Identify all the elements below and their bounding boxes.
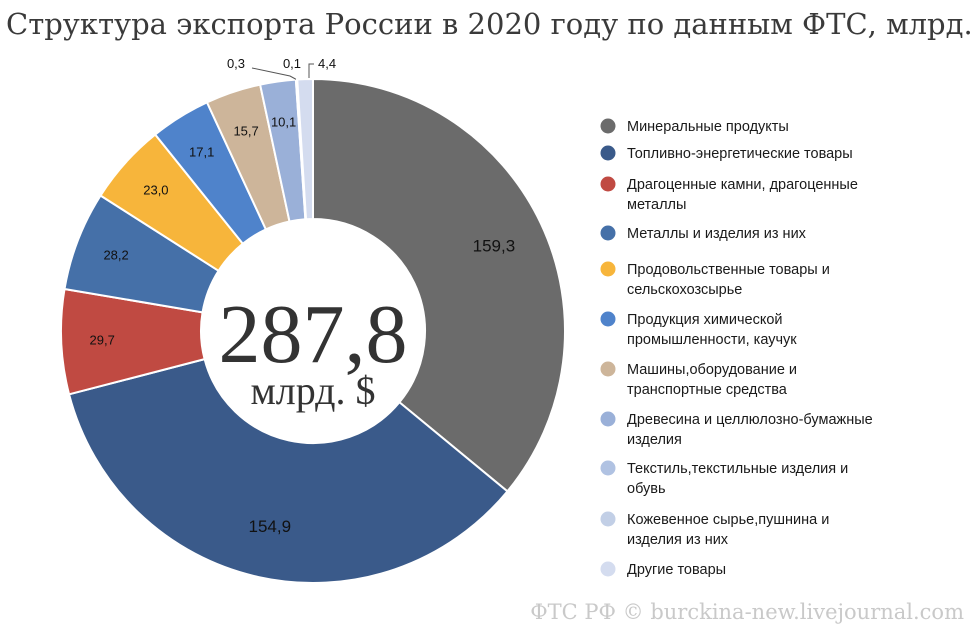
slice-label-3: 29,7	[90, 333, 115, 348]
legend-label: Текстиль,текстильные изделия и	[627, 461, 848, 477]
legend-marker	[600, 511, 616, 527]
legend-label: Драгоценные камни, драгоценные	[627, 177, 858, 193]
legend-item-3: Драгоценные камни, драгоценные металлы	[600, 176, 858, 213]
legend-item-9: Текстиль,текстильные изделия и обувь	[600, 460, 848, 497]
slice-label-6: 17,1	[189, 144, 214, 159]
slice-label-5: 23,0	[143, 183, 168, 198]
legend-item-7: Машины,оборудование и транспортные средст…	[600, 361, 797, 398]
legend: Минеральные продукты Топливно-энергетичес…	[600, 118, 873, 578]
slice-label-1: 159,3	[473, 237, 516, 256]
legend-marker	[600, 361, 616, 377]
legend-label: промышленности, каучук	[627, 332, 797, 348]
legend-label: металлы	[627, 197, 686, 213]
legend-label: сельскохозсырье	[627, 282, 742, 298]
chart-title: Структура экспорта России в 2020 году по…	[6, 7, 970, 41]
legend-label: Металлы и изделия из них	[627, 226, 807, 242]
legend-label: Продовольственные товары и	[627, 262, 830, 278]
center-total: 287,8	[219, 288, 408, 381]
legend-item-4: Металлы и изделия из них	[600, 225, 807, 242]
slice-label-10: 0,1	[283, 56, 301, 71]
donut-center: 287,8 млрд. $	[219, 288, 408, 413]
legend-label: транспортные средства	[627, 382, 788, 398]
legend-marker	[600, 311, 616, 327]
legend-label: изделия из них	[627, 532, 729, 548]
legend-label: Продукция химической	[627, 312, 783, 328]
legend-marker	[600, 460, 616, 476]
center-unit: млрд. $	[250, 368, 375, 413]
legend-item-6: Продукция химической промышленности, кауч…	[600, 311, 797, 348]
legend-label: Кожевенное сырье,пушнина и	[627, 512, 829, 528]
legend-label: Топливно-энергетические товары	[627, 146, 853, 162]
legend-label: обувь	[627, 481, 666, 497]
legend-label: изделия	[627, 432, 682, 448]
donut-chart: 159,3 154,9 29,7 28,2 23,0 17,1 15,7 10,1 0,3 0,1…	[60, 56, 566, 584]
legend-item-5: Продовольственные товары и сельскохозсырь…	[600, 261, 830, 298]
legend-item-1: Минеральные продукты	[600, 118, 789, 135]
legend-marker	[600, 411, 616, 427]
legend-item-11: Другие товары	[600, 561, 726, 578]
leader-line-11	[308, 63, 314, 78]
slice-label-9: 0,3	[227, 56, 245, 71]
legend-item-10: Кожевенное сырье,пушнина и изделия из них	[600, 511, 829, 548]
legend-marker	[600, 261, 616, 277]
legend-label: Древесина и целлюлозно-бумажные	[627, 412, 873, 428]
legend-item-8: Древесина и целлюлозно-бумажные изделия	[600, 411, 873, 448]
leader-line-9	[251, 67, 297, 80]
slice-label-4: 28,2	[103, 248, 128, 263]
donut-hole	[201, 219, 425, 443]
slice-label-2: 154,9	[249, 517, 292, 536]
legend-label: Машины,оборудование и	[627, 362, 797, 378]
legend-marker	[600, 561, 616, 577]
legend-marker	[600, 225, 616, 241]
legend-marker	[600, 145, 616, 161]
slice-label-11: 4,4	[318, 56, 336, 71]
legend-item-2: Топливно-энергетические товары	[600, 145, 853, 162]
watermark: ФТС РФ © burckina-new.livejournal.com	[530, 600, 964, 624]
slice-label-7: 15,7	[233, 123, 258, 138]
legend-label: Минеральные продукты	[627, 119, 789, 135]
slice-label-8: 10,1	[271, 115, 296, 130]
legend-marker	[600, 118, 616, 134]
legend-marker	[600, 176, 616, 192]
legend-label: Другие товары	[627, 562, 726, 578]
